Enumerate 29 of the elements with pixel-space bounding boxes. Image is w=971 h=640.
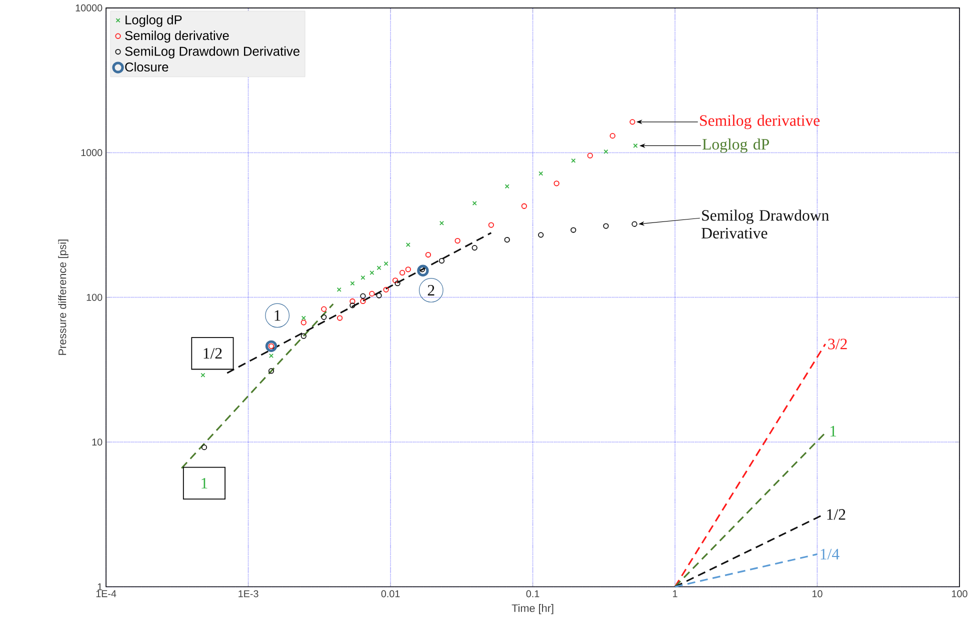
y-tick-label: 1 [98, 583, 102, 590]
annotation: Semilog Drawdown Derivative [702, 209, 829, 238]
annotation: 1/2 [827, 509, 846, 520]
annotation: 2 [428, 284, 434, 296]
y-axis-title: Pressure difference [psi] [58, 240, 68, 355]
legend-label: Semilog derivative [125, 30, 229, 42]
legend-label: SemiLog Drawdown Derivative [125, 46, 300, 58]
x-tick-label: 1E-4 [96, 590, 116, 597]
x-tick-label: 0.1 [526, 590, 540, 598]
y-tick-label: 10 [92, 438, 102, 446]
x-axis-title: Time [hr] [512, 604, 554, 614]
legend-label: Loglog dP [126, 14, 182, 27]
y-tick-label: 10000 [76, 4, 102, 12]
annotation: Semilog derivative [700, 114, 820, 129]
x-tick-label: 1E-3 [238, 590, 258, 598]
legend-label: Closure [125, 62, 168, 72]
y-tick-label: 1000 [81, 148, 102, 156]
annotation: 1 [830, 426, 836, 436]
x-tick-label: 0.01 [381, 590, 400, 598]
annotation: Loglog dP [702, 138, 769, 153]
y-tick-label: 100 [86, 294, 102, 301]
x-tick-label: 10 [812, 590, 822, 598]
annotation: 1 [202, 478, 208, 488]
annotation: 1 [274, 310, 280, 321]
x-tick-label: 1 [673, 590, 678, 597]
x-tick-label: 100 [952, 590, 968, 598]
annotation: 3/2 [828, 338, 847, 350]
annotation: 1/4 [820, 548, 840, 560]
annotation: 1/2 [204, 348, 222, 359]
